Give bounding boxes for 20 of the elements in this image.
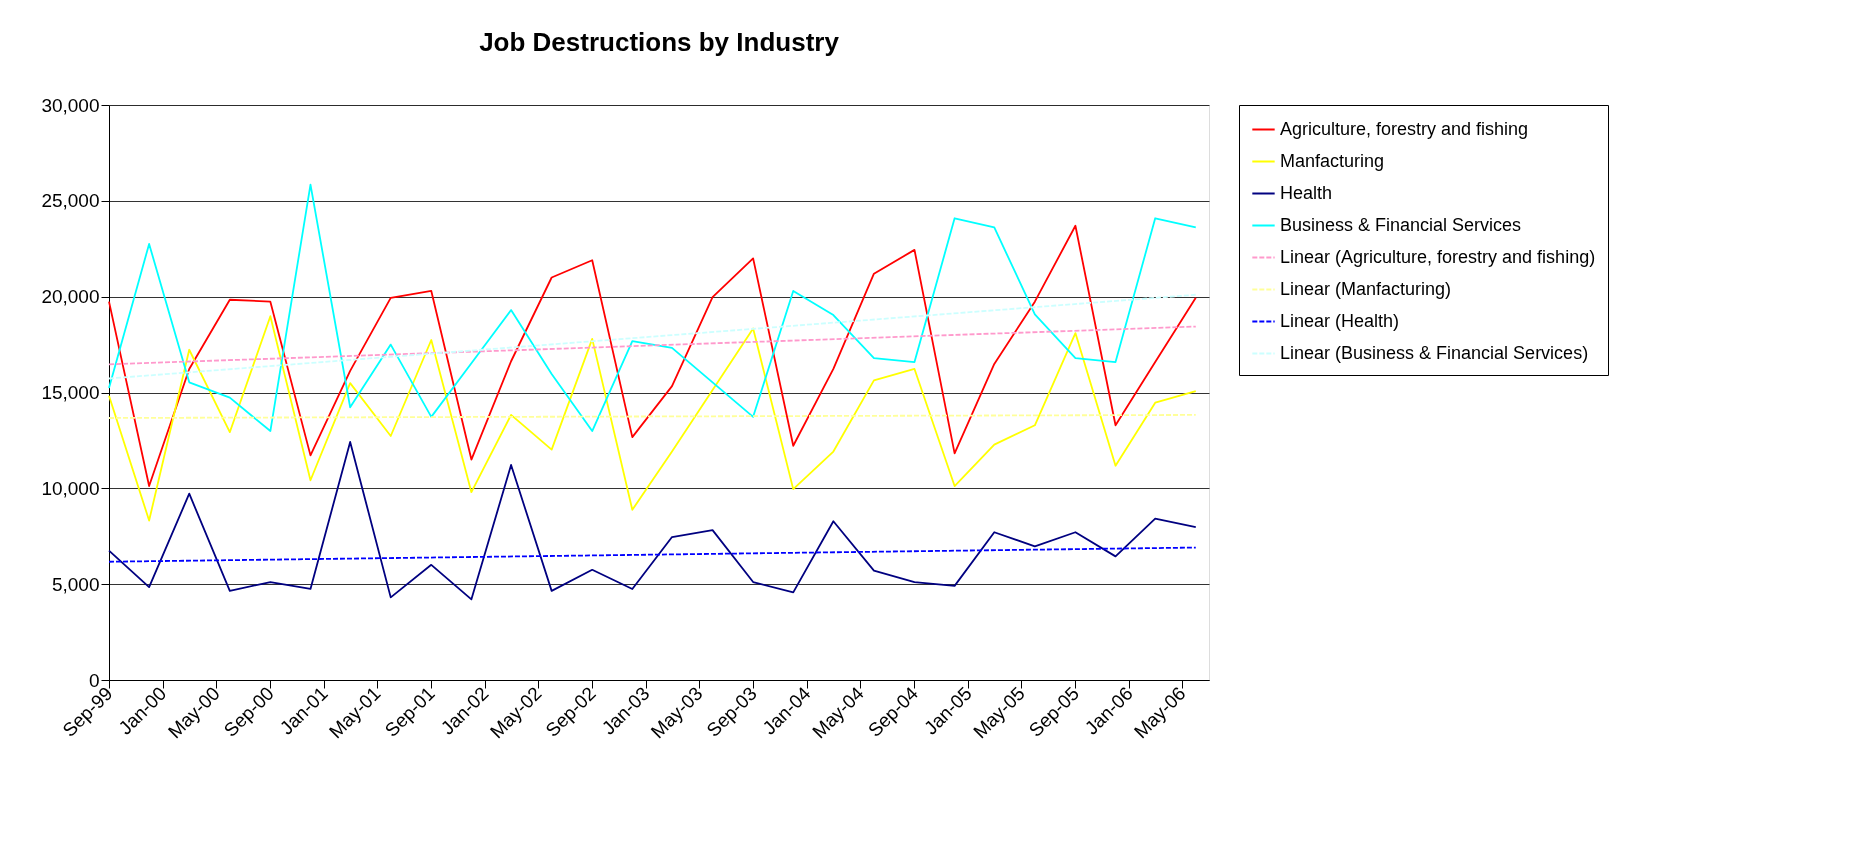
legend-label: Health bbox=[1280, 182, 1333, 203]
y-tick-label: 10,000 bbox=[41, 477, 100, 499]
legend-label: Agriculture, forestry and fishing bbox=[1280, 118, 1529, 139]
legend-label: Business & Financial Services bbox=[1280, 214, 1522, 235]
line-series bbox=[108, 315, 1197, 522]
line-series bbox=[108, 441, 1197, 601]
line-series bbox=[108, 183, 1197, 432]
legend-label: Linear (Business & Financial Services) bbox=[1280, 342, 1589, 363]
y-tick-label: 30,000 bbox=[41, 94, 100, 116]
y-tick-label: 15,000 bbox=[41, 382, 100, 403]
chart-title: Job Destructions by Industry bbox=[479, 27, 840, 57]
y-tick-label: 25,000 bbox=[41, 190, 100, 212]
y-tick-label: 0 bbox=[88, 669, 100, 691]
y-tick-label: 5,000 bbox=[51, 573, 100, 595]
legend-label: Linear (Agriculture, forestry and fishing) bbox=[1280, 246, 1596, 267]
legend-label: Linear (Manfacturing) bbox=[1280, 278, 1452, 299]
line-series bbox=[108, 224, 1197, 487]
legend-label: Manfacturing bbox=[1280, 150, 1385, 171]
legend-label: Linear (Health) bbox=[1280, 310, 1400, 331]
y-tick-label: 20,000 bbox=[41, 286, 100, 308]
